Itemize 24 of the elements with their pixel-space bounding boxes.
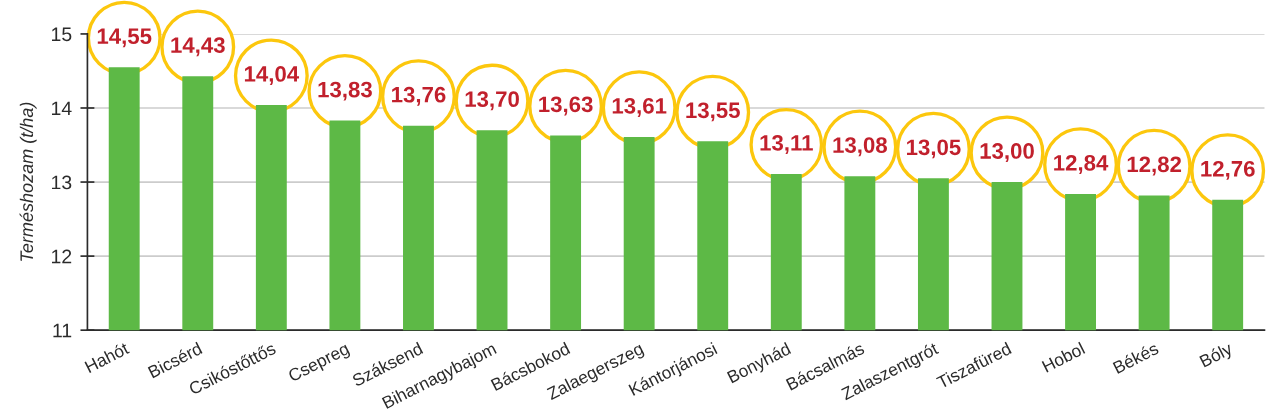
y-tick-label: 12 [52, 249, 72, 264]
y-tick-label: 15 [52, 27, 72, 42]
data-label: 13,61 [612, 97, 667, 117]
data-label: 13,83 [318, 81, 372, 101]
y-axis-title: Terméshozam (t/ha) [19, 102, 37, 261]
data-label: 14,55 [97, 28, 152, 48]
data-label: 13,11 [760, 134, 813, 154]
y-tick-label: 14 [52, 101, 72, 116]
data-label: 14,43 [171, 37, 225, 57]
data-label: 13,70 [465, 91, 519, 111]
y-tick-label: 11 [53, 323, 72, 338]
x-tick-label: Békés [1112, 341, 1160, 374]
x-tick-label: Bóly [1198, 341, 1236, 371]
data-label: 13,63 [539, 96, 593, 116]
data-label: 14,04 [244, 66, 300, 86]
y-tick-label: 13 [52, 175, 72, 190]
data-label: 13,55 [686, 102, 740, 122]
data-label: 13,08 [833, 137, 887, 157]
data-label: 13,76 [392, 86, 446, 106]
data-label: 12,82 [1127, 156, 1182, 176]
data-label: 13,00 [980, 143, 1034, 163]
data-label: 12,76 [1201, 160, 1255, 180]
data-label: 13,05 [907, 139, 961, 159]
data-label: 12,84 [1054, 154, 1109, 174]
